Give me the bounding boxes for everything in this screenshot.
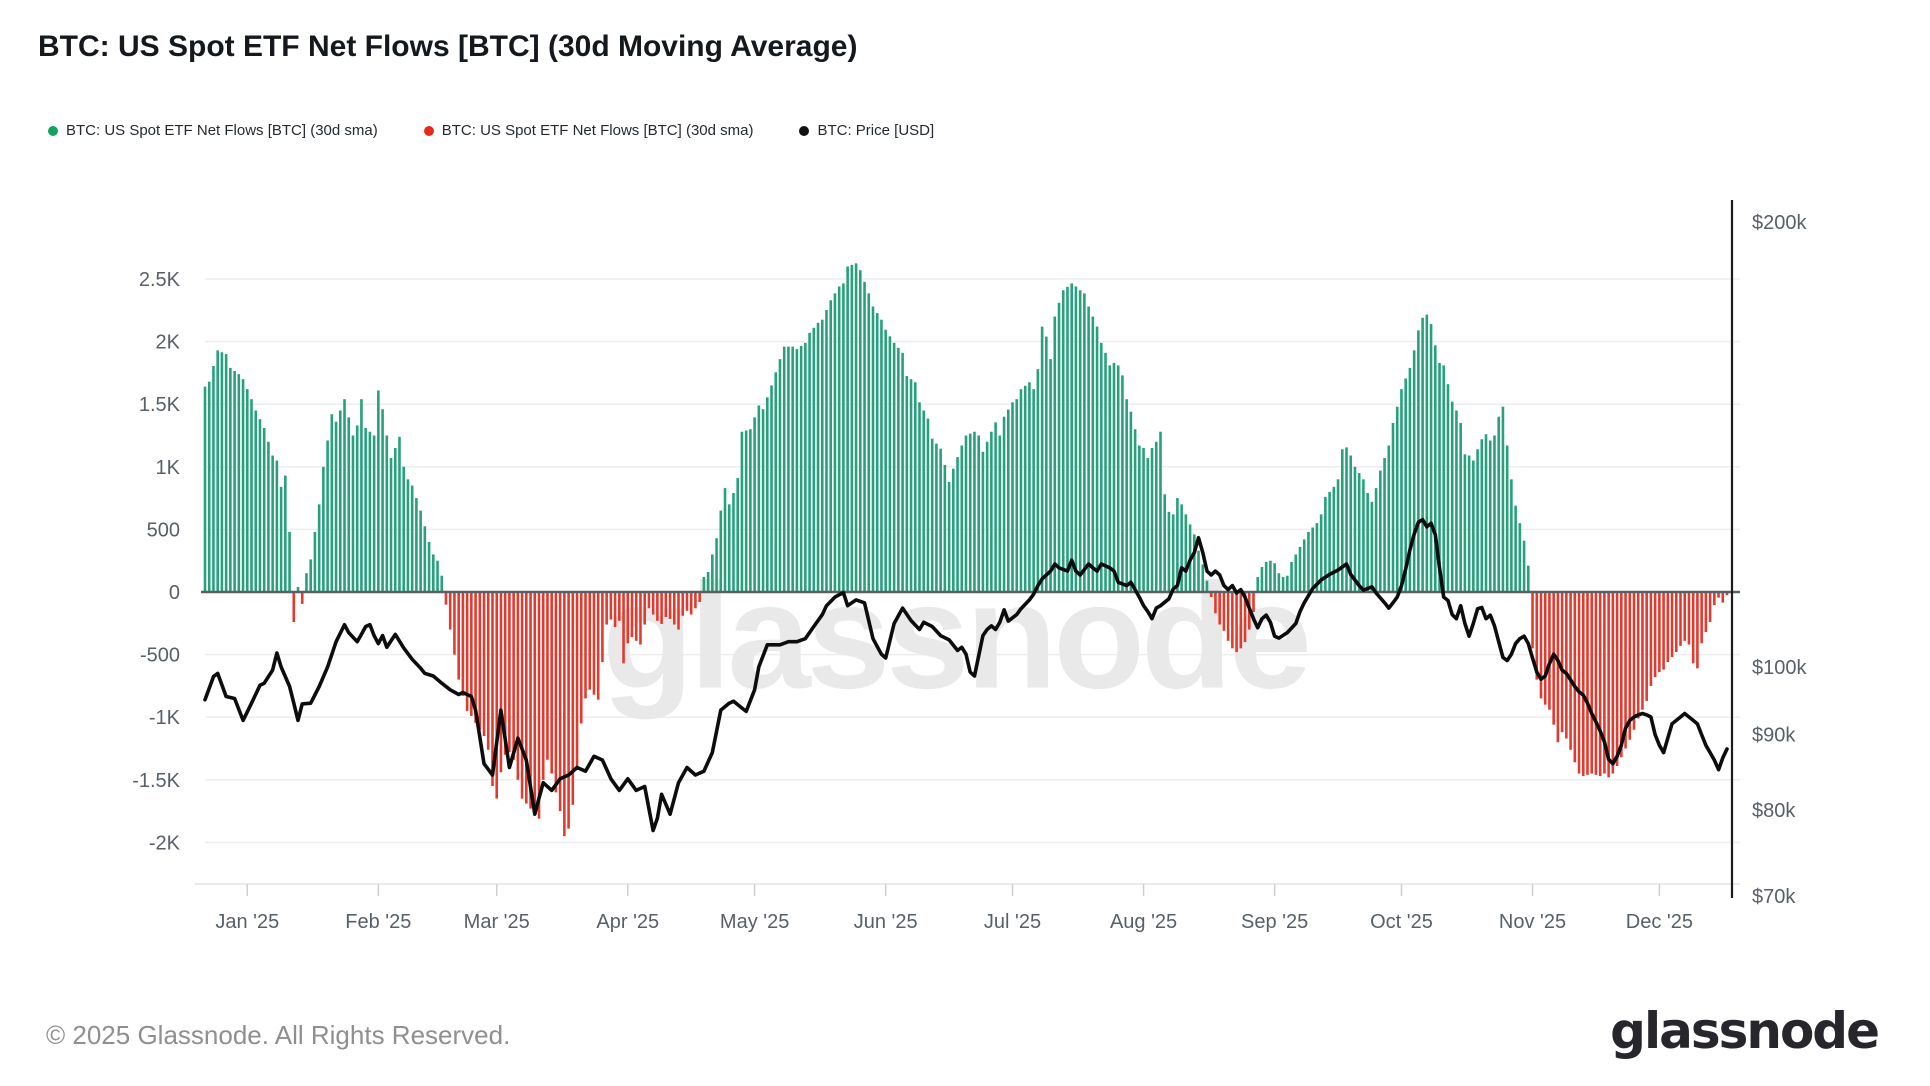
svg-text:Jun '25: Jun '25: [854, 911, 918, 933]
svg-text:$200k: $200k: [1752, 212, 1807, 234]
svg-text:-1.5K: -1.5K: [132, 770, 180, 792]
svg-text:$90k: $90k: [1752, 725, 1796, 747]
x-axis: Jan '25 Feb '25 Mar '25 Apr '25 May '25 Jun '…: [195, 883, 1740, 933]
svg-text:Sep '25: Sep '25: [1241, 911, 1308, 933]
svg-text:1K: 1K: [156, 457, 181, 479]
svg-text:1.5K: 1.5K: [139, 394, 181, 416]
svg-text:Oct '25: Oct '25: [1370, 911, 1433, 933]
svg-text:Apr '25: Apr '25: [596, 911, 659, 933]
svg-text:Nov '25: Nov '25: [1499, 911, 1566, 933]
svg-text:$70k: $70k: [1752, 886, 1796, 908]
glassnode-logo: glassnode: [1610, 1002, 1880, 1060]
svg-text:2.5K: 2.5K: [139, 269, 181, 291]
svg-text:-500: -500: [140, 645, 180, 667]
price-line: [203, 517, 1729, 833]
legend-label: BTC: US Spot ETF Net Flows [BTC] (30d sm…: [441, 122, 754, 139]
legend-label: BTC: US Spot ETF Net Flows [BTC] (30d sm…: [66, 122, 378, 139]
svg-text:Mar '25: Mar '25: [464, 911, 530, 933]
gridlines: [205, 278, 1740, 844]
svg-text:Aug '25: Aug '25: [1110, 911, 1177, 933]
legend-label: BTC: Price [USD]: [817, 122, 935, 139]
flow-axis-labels: 2.5K 2K 1.5K 1K 500 0 -500 -1K -1.5K -2K: [132, 269, 180, 854]
legend-item-netflow-negative[interactable]: BTC: US Spot ETF Net Flows [BTC] (30d sm…: [423, 122, 754, 139]
legend-item-price[interactable]: BTC: Price [USD]: [799, 122, 934, 139]
svg-text:-1K: -1K: [149, 707, 181, 729]
svg-text:Feb '25: Feb '25: [345, 911, 411, 933]
svg-text:-2K: -2K: [149, 832, 181, 854]
svg-text:0: 0: [169, 582, 180, 604]
price-axis: $200k $100k $90k $80k $70k: [1730, 200, 1807, 908]
legend-item-netflow-positive[interactable]: BTC: US Spot ETF Net Flows [BTC] (30d sm…: [48, 122, 378, 139]
legend-dot-green-icon: [48, 125, 58, 136]
svg-text:$100k: $100k: [1752, 657, 1807, 679]
svg-text:Dec '25: Dec '25: [1626, 911, 1693, 933]
svg-text:500: 500: [147, 519, 180, 541]
chart-legend: BTC: US Spot ETF Net Flows [BTC] (30d sm…: [48, 122, 980, 139]
copyright-text: © 2025 Glassnode. All Rights Reserved.: [46, 1020, 511, 1050]
svg-text:$80k: $80k: [1752, 800, 1796, 822]
chart-title: BTC: US Spot ETF Net Flows [BTC] (30d Mo…: [38, 30, 858, 63]
svg-text:2K: 2K: [156, 332, 181, 354]
legend-dot-red-icon: [423, 125, 434, 136]
legend-dot-black-icon: [799, 125, 810, 136]
svg-text:May '25: May '25: [720, 911, 789, 933]
svg-text:Jul '25: Jul '25: [984, 911, 1041, 933]
netflow-bars: [203, 263, 1729, 837]
svg-text:Jan '25: Jan '25: [215, 911, 279, 933]
